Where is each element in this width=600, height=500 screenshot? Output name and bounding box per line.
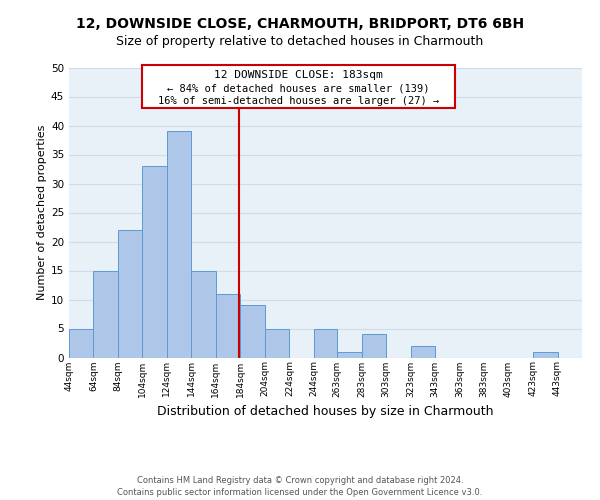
- Bar: [94, 270, 118, 358]
- Bar: [337, 352, 362, 358]
- Bar: [142, 166, 167, 358]
- Bar: [362, 334, 386, 357]
- Text: 12 DOWNSIDE CLOSE: 183sqm: 12 DOWNSIDE CLOSE: 183sqm: [214, 70, 383, 81]
- FancyBboxPatch shape: [142, 64, 455, 108]
- Text: Contains HM Land Registry data © Crown copyright and database right 2024.: Contains HM Land Registry data © Crown c…: [137, 476, 463, 485]
- Bar: [69, 328, 94, 358]
- Text: 16% of semi-detached houses are larger (27) →: 16% of semi-detached houses are larger (…: [158, 96, 439, 106]
- Bar: [241, 306, 265, 358]
- Text: 12, DOWNSIDE CLOSE, CHARMOUTH, BRIDPORT, DT6 6BH: 12, DOWNSIDE CLOSE, CHARMOUTH, BRIDPORT,…: [76, 18, 524, 32]
- Bar: [216, 294, 241, 358]
- Bar: [191, 270, 216, 358]
- Text: Contains public sector information licensed under the Open Government Licence v3: Contains public sector information licen…: [118, 488, 482, 497]
- X-axis label: Distribution of detached houses by size in Charmouth: Distribution of detached houses by size …: [157, 405, 494, 418]
- Bar: [410, 346, 435, 358]
- Bar: [118, 230, 142, 358]
- Text: ← 84% of detached houses are smaller (139): ← 84% of detached houses are smaller (13…: [167, 83, 430, 93]
- Text: Size of property relative to detached houses in Charmouth: Size of property relative to detached ho…: [116, 35, 484, 48]
- Bar: [265, 328, 289, 358]
- Y-axis label: Number of detached properties: Number of detached properties: [37, 125, 47, 300]
- Bar: [167, 132, 191, 358]
- Bar: [533, 352, 557, 358]
- Bar: [314, 328, 337, 358]
